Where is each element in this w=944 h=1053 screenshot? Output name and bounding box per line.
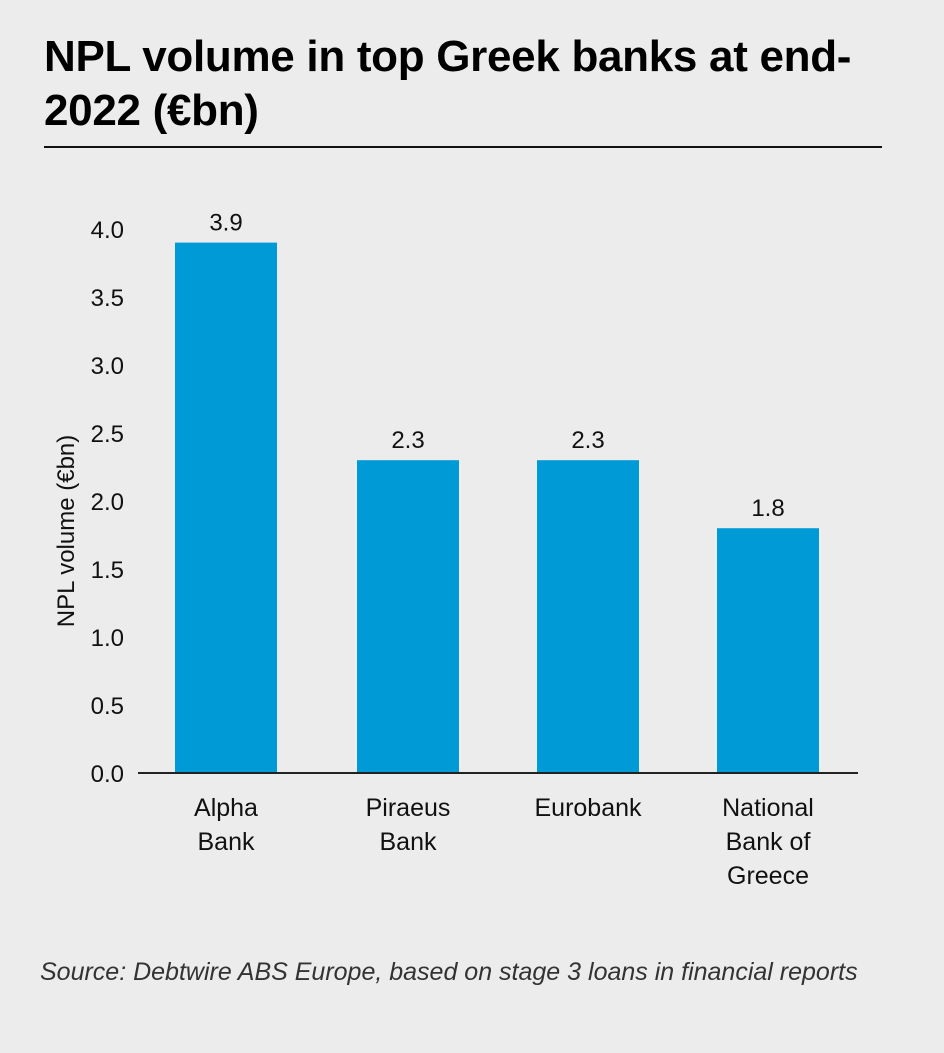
y-axis-title: NPL volume (€bn) — [53, 435, 80, 628]
y-tick-label: 4.0 — [91, 217, 124, 244]
x-tick-label: Bank — [380, 828, 437, 856]
data-label: 1.8 — [751, 495, 784, 522]
y-tick-label: 0.5 — [91, 693, 124, 720]
x-tick-label: National — [722, 794, 814, 822]
x-tick-label: Bank — [198, 828, 255, 856]
bar — [537, 460, 639, 773]
x-tick-label: Piraeus — [366, 794, 451, 822]
bar-chart: 0.0 0.5 1.0 1.5 2.0 2.5 3.0 3.5 4.0 NPL volume (€… — [53, 210, 858, 890]
y-tick-label: 2.5 — [91, 421, 124, 448]
title-divider — [44, 146, 882, 148]
data-label: 2.3 — [571, 427, 604, 454]
chart-title: NPL volume in top Greek banks at end-202… — [44, 32, 852, 135]
source-note: Source: Debtwire ABS Europe, based on st… — [40, 958, 858, 986]
y-tick-label: 2.0 — [91, 489, 124, 516]
y-tick-label: 0.0 — [91, 761, 124, 788]
x-tick-label: Eurobank — [534, 794, 642, 822]
x-tick-label: Alpha — [194, 794, 258, 822]
y-tick-label: 1.0 — [91, 625, 124, 652]
data-label: 2.3 — [391, 427, 424, 454]
bar — [717, 528, 819, 773]
x-tick-label: Greece — [727, 862, 809, 890]
data-label: 3.9 — [209, 210, 242, 237]
y-tick-label: 3.0 — [91, 353, 124, 380]
y-tick-label: 1.5 — [91, 557, 124, 584]
bar — [175, 242, 277, 774]
bar — [357, 460, 459, 773]
y-tick-label: 3.5 — [91, 285, 124, 312]
x-tick-label: Bank of — [726, 828, 811, 856]
